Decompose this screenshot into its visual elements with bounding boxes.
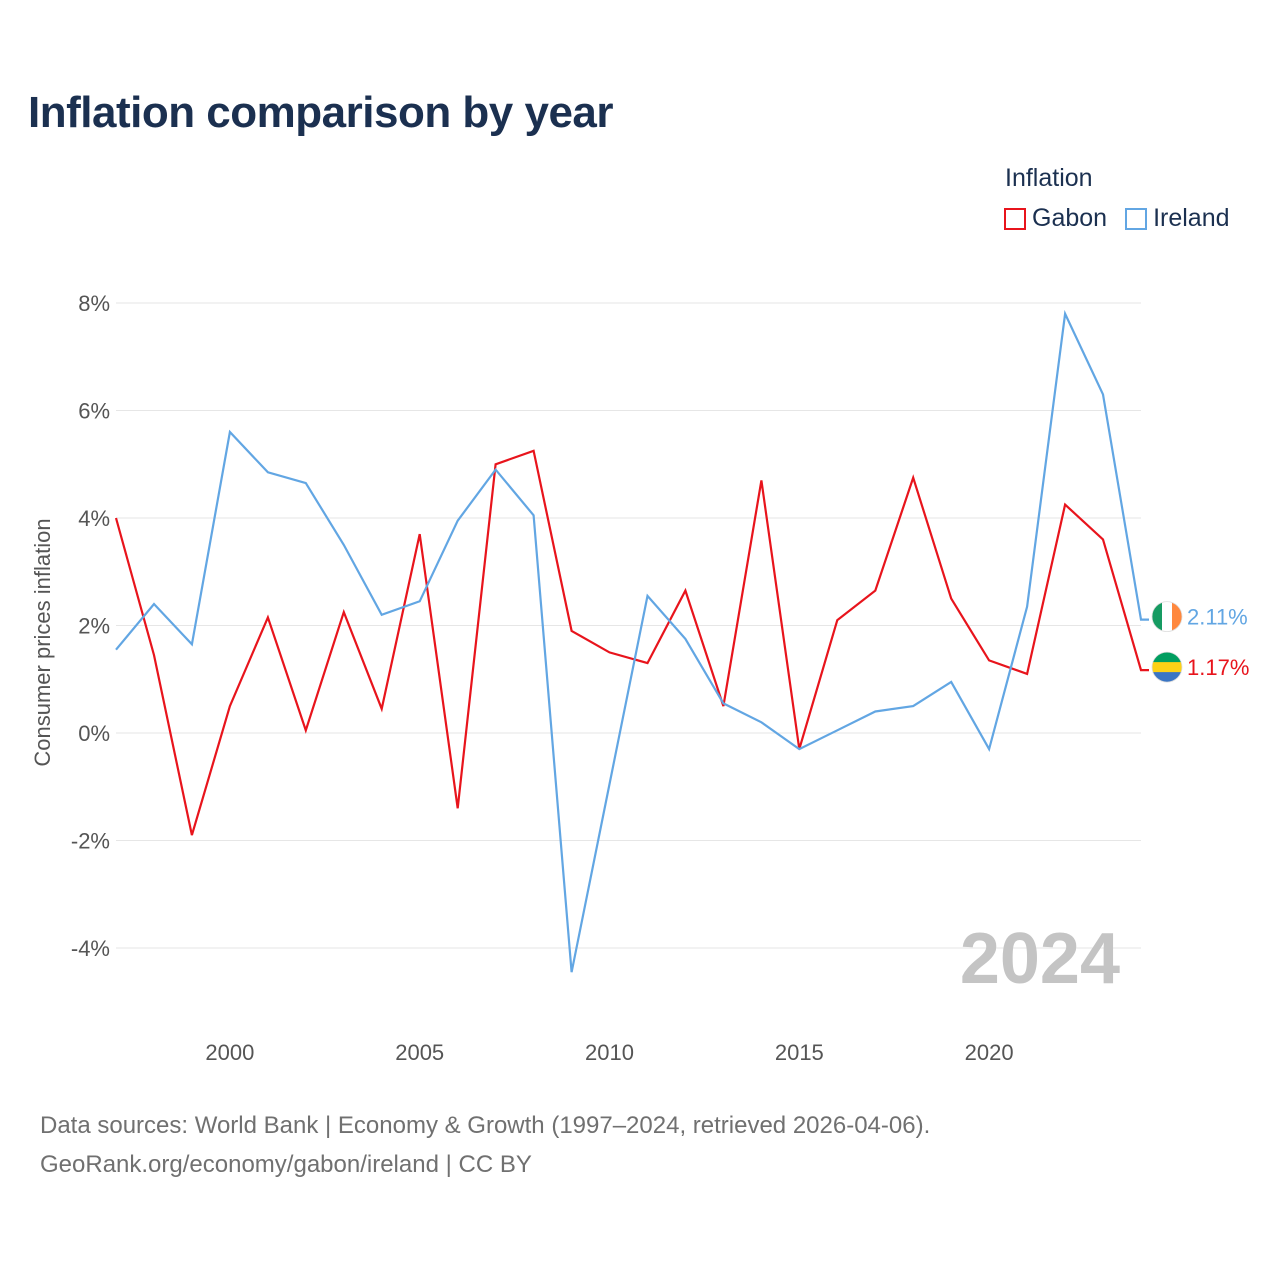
y-tick-label: 0%: [78, 721, 110, 746]
sources-line-1: Data sources: World Bank | Economy & Gro…: [40, 1112, 931, 1139]
sources-line-2[interactable]: GeoRank.org/economy/gabon/ireland | CC B…: [40, 1151, 532, 1178]
legend-swatch-gabon: [1004, 207, 1026, 230]
ireland-flag-icon: [1152, 601, 1182, 632]
legend: Gabon Ireland: [1004, 204, 1230, 233]
current-year-watermark: 2024: [960, 919, 1120, 999]
y-tick-label: -2%: [71, 829, 110, 854]
y-tick-label: 8%: [78, 291, 110, 316]
legend-item-ireland[interactable]: Ireland: [1125, 204, 1230, 233]
y-tick-label: 2%: [78, 614, 110, 639]
end-value-label-ireland: 2.11%: [1187, 605, 1248, 630]
x-tick-label: 2020: [965, 1040, 1014, 1065]
series-line-gabon: [114, 449, 1149, 836]
y-tick-label: 6%: [78, 399, 110, 424]
x-tick-label: 2005: [395, 1040, 444, 1065]
data-sources: Data sources: World Bank | Economy & Gro…: [40, 1106, 930, 1184]
x-tick-label: 2000: [205, 1040, 254, 1065]
legend-label-gabon: Gabon: [1032, 204, 1108, 232]
legend-title: Inflation: [1005, 164, 1093, 192]
legend-swatch-ireland: [1125, 207, 1148, 230]
gabon-flag-icon: [1152, 652, 1182, 683]
page-title: Inflation comparison by year: [28, 88, 614, 137]
y-tick-label: -4%: [71, 936, 110, 961]
series-line-ireland: [115, 309, 1149, 973]
end-value-label-gabon: 1.17%: [1187, 655, 1249, 680]
x-tick-label: 2010: [585, 1040, 634, 1065]
flag-ring: [1151, 601, 1183, 632]
flag-ring: [1151, 651, 1183, 683]
legend-item-gabon[interactable]: Gabon: [1004, 204, 1107, 233]
x-tick-label: 2015: [775, 1040, 824, 1065]
legend-label-ireland: Ireland: [1153, 204, 1230, 232]
y-tick-label: 4%: [78, 506, 110, 531]
y-axis-label: Consumer prices inflation: [30, 518, 55, 766]
